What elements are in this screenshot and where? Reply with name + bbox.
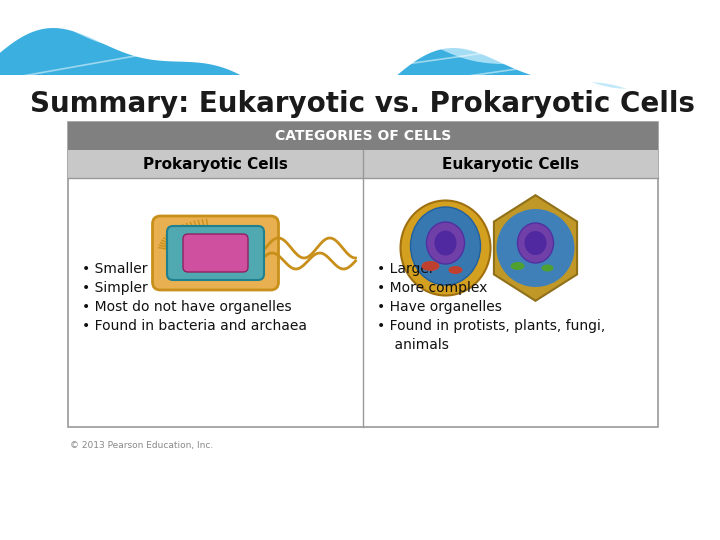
Text: Prokaryotic Cells: Prokaryotic Cells: [143, 157, 288, 172]
Ellipse shape: [541, 265, 554, 272]
Ellipse shape: [524, 231, 546, 255]
Ellipse shape: [497, 209, 575, 287]
Ellipse shape: [421, 261, 439, 271]
FancyBboxPatch shape: [167, 226, 264, 280]
FancyBboxPatch shape: [183, 234, 248, 272]
Text: • Found in bacteria and archaea: • Found in bacteria and archaea: [82, 319, 307, 333]
Ellipse shape: [400, 200, 490, 295]
Text: © 2013 Pearson Education, Inc.: © 2013 Pearson Education, Inc.: [70, 441, 213, 450]
FancyBboxPatch shape: [68, 122, 658, 150]
Ellipse shape: [518, 223, 554, 263]
Polygon shape: [0, 0, 720, 89]
Ellipse shape: [434, 231, 456, 255]
Text: • Most do not have organelles: • Most do not have organelles: [82, 300, 292, 314]
Text: • Found in protists, plants, fungi,: • Found in protists, plants, fungi,: [377, 319, 606, 333]
Text: • More complex: • More complex: [377, 281, 487, 295]
FancyBboxPatch shape: [363, 150, 658, 178]
FancyBboxPatch shape: [0, 0, 720, 75]
Ellipse shape: [449, 266, 462, 274]
Text: • Larger: • Larger: [377, 262, 435, 276]
Text: animals: animals: [377, 338, 449, 352]
Ellipse shape: [510, 262, 524, 270]
Ellipse shape: [410, 207, 480, 285]
Text: • Have organelles: • Have organelles: [377, 300, 502, 314]
Text: • Smaller: • Smaller: [82, 262, 148, 276]
FancyBboxPatch shape: [68, 150, 363, 178]
Polygon shape: [0, 0, 720, 138]
Text: Summary: Eukaryotic vs. Prokaryotic Cells: Summary: Eukaryotic vs. Prokaryotic Cell…: [30, 90, 695, 118]
FancyBboxPatch shape: [153, 216, 279, 290]
Polygon shape: [494, 195, 577, 301]
FancyBboxPatch shape: [68, 122, 658, 427]
Text: • Simpler: • Simpler: [82, 281, 148, 295]
Text: Eukaryotic Cells: Eukaryotic Cells: [442, 157, 579, 172]
Ellipse shape: [426, 222, 464, 264]
Text: CATEGORIES OF CELLS: CATEGORIES OF CELLS: [275, 129, 451, 143]
